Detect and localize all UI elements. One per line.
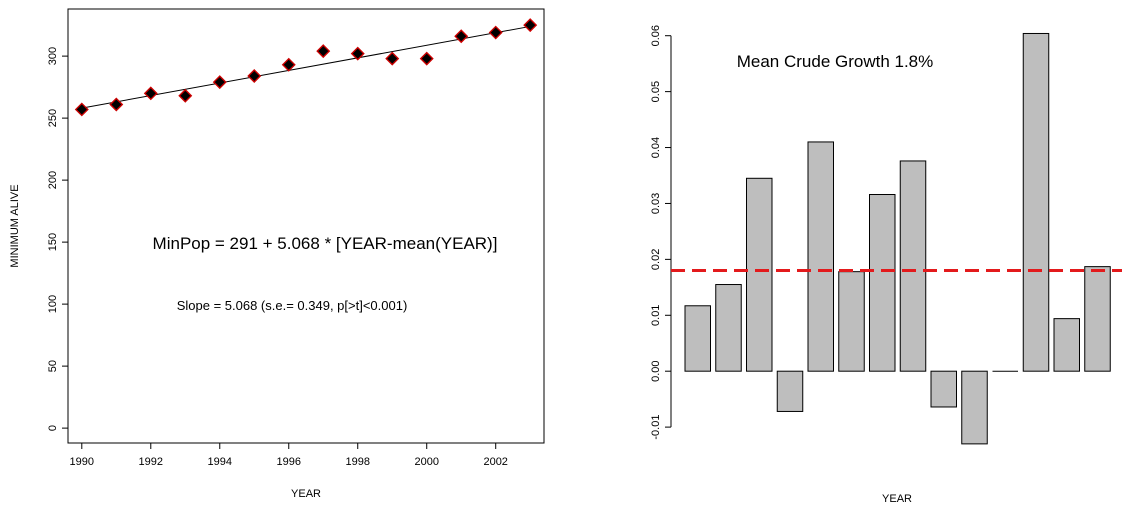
scatter-point [212,75,227,90]
scatter-point [454,29,469,44]
bar-series [684,32,1111,445]
bar-y-tick-label: 0.00 [650,360,662,381]
scatter-point [143,86,158,101]
scatter-x-axis: 1990 1992 1994 1996 1998 2000 2002 [70,443,508,468]
scatter-x-tick-label: 1994 [208,456,232,468]
bar-chart: -0.01 0.00 0.01 0.02 0.03 0.04 0.05 0.06 Mean C… [650,25,1122,505]
scatter-y-tick-label: 0 [47,425,59,431]
scatter-point [316,44,331,59]
scatter-y-tick-label: 250 [47,109,59,127]
scatter-y-tick-label: 50 [47,360,59,372]
scatter-point [488,25,503,40]
bar [715,284,742,372]
scatter-y-tick-label: 300 [47,47,59,65]
bar [746,177,773,372]
regression-equation-annotation: MinPop = 291 + 5.068 * [YEAR-mean(YEAR)] [153,234,498,253]
scatter-point [523,18,538,33]
scatter-x-tick-label: 2000 [414,456,438,468]
bar-y-tick-label: 0.05 [650,81,662,102]
scatter-points [74,18,538,117]
bar [838,271,865,372]
scatter-x-tick-label: 1998 [345,456,369,468]
scatter-x-tick-label: 1990 [70,456,94,468]
scatter-point [178,88,193,103]
mean-growth-annotation: Mean Crude Growth 1.8% [737,52,934,71]
scatter-plot-frame [67,8,545,444]
scatter-point [247,68,262,83]
bar-x-axis-label: YEAR [882,493,912,505]
scatter-point [385,51,400,66]
bar-y-tick-label: 0.01 [650,305,662,326]
scatter-point [74,102,89,117]
bar-y-tick-label: -0.01 [650,415,662,440]
slope-annotation: Slope = 5.068 (s.e.= 0.349, p[>t]<0.001) [177,298,408,313]
bar [1022,32,1050,372]
bar [899,160,927,372]
bar-y-tick-label: 0.06 [650,25,662,46]
bar-y-axis: -0.01 0.00 0.01 0.02 0.03 0.04 0.05 0.06 [650,25,672,440]
scatter-x-tick-label: 1992 [139,456,163,468]
bar [930,370,957,408]
scatter-y-tick-label: 100 [47,295,59,313]
bar [807,141,834,372]
scatter-point [281,57,296,72]
scatter-y-tick-label: 150 [47,233,59,251]
bar [1053,318,1080,372]
bar-y-tick-label: 0.03 [650,193,662,214]
scatter-y-axis-label: MINIMUM ALIVE [9,184,21,267]
scatter-x-axis-label: YEAR [291,488,321,500]
scatter-x-tick-label: 2002 [483,456,507,468]
scatter-x-tick-label: 1996 [277,456,301,468]
bar [776,370,804,412]
bar-y-tick-label: 0.02 [650,249,662,270]
scatter-chart: 0 50 100 150 200 250 300 1990 1992 1994 1996 1998 2… [9,8,545,500]
scatter-y-axis: 0 50 100 150 200 250 300 [47,47,68,431]
scatter-point [350,46,365,61]
bar [684,305,711,372]
scatter-y-tick-label: 200 [47,171,59,189]
bar-y-tick-label: 0.04 [650,137,662,158]
scatter-point [109,97,124,112]
bar [869,194,896,372]
bar [961,370,988,445]
scatter-point [419,51,434,66]
bar [1084,266,1111,372]
